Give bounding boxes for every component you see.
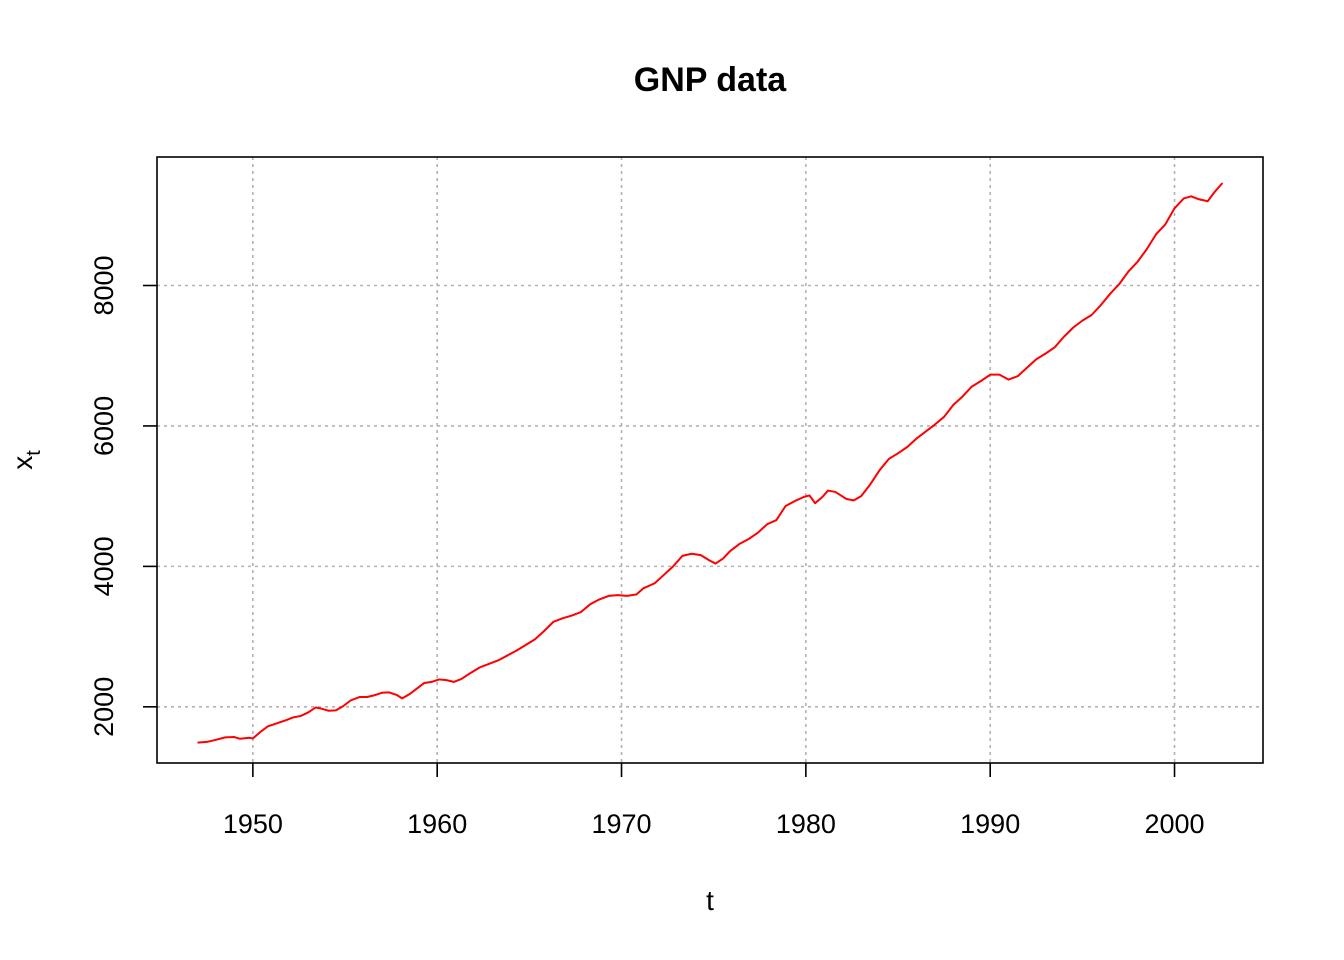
- x-tick-label-1970: 1970: [591, 809, 651, 839]
- y-tick-label-2000: 2000: [89, 677, 119, 737]
- y-tick-label-4000: 4000: [89, 536, 119, 596]
- y-axis-label-subscript: t: [23, 450, 45, 456]
- y-axis-label-main: x: [7, 456, 38, 470]
- x-axis-label: t: [706, 885, 714, 916]
- series-line-0: [197, 182, 1224, 744]
- x-tick-label-2000: 2000: [1144, 809, 1204, 839]
- series-layer: [197, 182, 1224, 744]
- y-tick-label-8000: 8000: [89, 255, 119, 315]
- x-tick-label-1950: 1950: [223, 809, 283, 839]
- axis-ticks: 1950 1960 1970 1980 1990 2000 2000 4000 6000 8000: [89, 255, 1205, 839]
- y-tick-label-6000: 6000: [89, 396, 119, 456]
- x-tick-label-1960: 1960: [407, 809, 467, 839]
- grid: [157, 157, 1263, 763]
- plot-area: [156, 156, 1264, 764]
- y-axis-label: xt: [7, 450, 45, 470]
- x-tick-label-1980: 1980: [776, 809, 836, 839]
- chart-title: GNP data: [634, 61, 788, 99]
- svg-text:xt: xt: [7, 450, 45, 470]
- x-tick-label-1990: 1990: [960, 809, 1020, 839]
